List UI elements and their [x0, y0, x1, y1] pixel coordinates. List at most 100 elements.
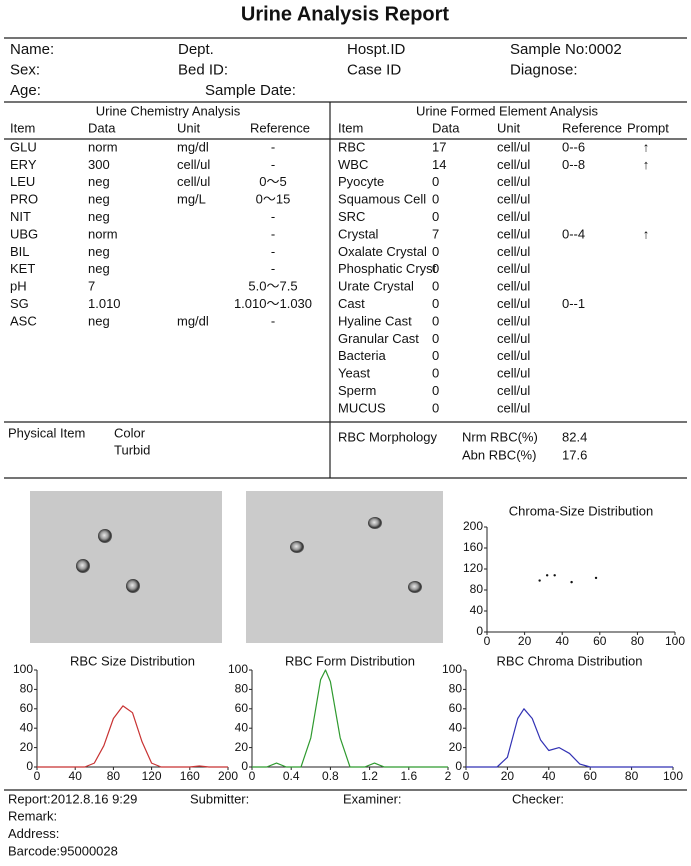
micro-image — [246, 491, 443, 643]
cell: neg — [88, 244, 110, 259]
y-tick-label: 40 — [449, 720, 463, 734]
cell: NIT — [10, 209, 31, 224]
x-tick-label: 100 — [663, 769, 683, 783]
column-header: Unit — [497, 120, 521, 135]
label: Physical Item — [8, 425, 85, 440]
cell: 0 — [432, 209, 439, 224]
x-tick-label: 0 — [249, 769, 256, 783]
header-field: Sample Date: — [205, 82, 296, 99]
label: RBC Morphology — [338, 429, 437, 444]
cell: neg — [88, 261, 110, 276]
cell: SRC — [338, 209, 365, 224]
cell: 0 — [432, 331, 439, 346]
curve — [37, 705, 228, 768]
cell: 0 — [432, 174, 439, 189]
x-tick-label: 120 — [142, 769, 162, 783]
cell: cell/ul — [497, 383, 530, 398]
cell: cell/ul — [497, 209, 530, 224]
cell: WBC — [338, 157, 368, 172]
point — [553, 574, 556, 577]
cell: ERY — [10, 157, 37, 172]
cell: cell/ul — [497, 348, 530, 363]
cell: pH — [10, 279, 27, 294]
micro-image — [30, 491, 222, 643]
cell: Hyaline Cast — [338, 313, 412, 328]
cell: Phosphatic Cryst — [338, 261, 437, 276]
x-tick-label: 40 — [542, 769, 556, 783]
cell: Squamous Cell — [338, 192, 426, 207]
cell: - — [271, 244, 275, 259]
x-tick-label: 160 — [180, 769, 200, 783]
cell: 1.010～1.030 — [234, 296, 312, 311]
cell: Cast — [338, 296, 365, 311]
cell: Granular Cast — [338, 331, 419, 346]
y-tick-label: 40 — [235, 720, 249, 734]
column-header: Reference — [250, 120, 310, 135]
y-tick-label: 200 — [463, 519, 483, 533]
cell: 17 — [432, 139, 446, 154]
x-tick-label: 20 — [518, 634, 532, 648]
x-tick-label: 80 — [107, 769, 121, 783]
column-header: Data — [432, 120, 460, 135]
x-tick-label: 0.4 — [283, 769, 300, 783]
column-header: Unit — [177, 120, 201, 135]
y-tick-label: 0 — [455, 759, 462, 773]
cell: 0 — [432, 296, 439, 311]
cell: mg/dl — [177, 313, 209, 328]
x-tick-label: 0 — [34, 769, 41, 783]
y-tick-label: 160 — [463, 540, 483, 554]
cell: 7 — [88, 279, 95, 294]
cell: LEU — [10, 174, 35, 189]
y-tick-label: 80 — [449, 682, 463, 696]
cell: ↑ — [643, 139, 650, 154]
cell: 0 — [432, 313, 439, 328]
cell: - — [271, 139, 275, 154]
y-tick-label: 20 — [235, 740, 249, 754]
cell: cell/ul — [177, 157, 210, 172]
x-tick-label: 1.6 — [400, 769, 417, 783]
y-tick-label: 0 — [26, 759, 33, 773]
header-field: Sample No:0002 — [510, 41, 622, 58]
cell: cell/ul — [497, 139, 530, 154]
y-tick-label: 80 — [470, 582, 484, 596]
x-tick-label: 0 — [484, 634, 491, 648]
y-tick-label: 0 — [241, 759, 248, 773]
cell: 0～15 — [256, 192, 291, 207]
cell: Bacteria — [338, 348, 386, 363]
cell: cell/ul — [497, 296, 530, 311]
cell: 0 — [432, 366, 439, 381]
cell: mg/L — [177, 192, 206, 207]
x-tick-label: 60 — [584, 769, 598, 783]
cell: Crystal — [338, 226, 379, 241]
cell: 0～5 — [259, 174, 286, 189]
y-tick-label: 40 — [470, 603, 484, 617]
cell: 0 — [432, 192, 439, 207]
column-header: Reference — [562, 120, 622, 135]
header-field: Age: — [10, 82, 41, 99]
point — [570, 580, 573, 584]
header-field: Bed ID: — [178, 61, 228, 78]
cell: 0 — [432, 348, 439, 363]
cell: cell/ul — [497, 313, 530, 328]
y-tick-label: 80 — [20, 682, 34, 696]
cell: neg — [88, 209, 110, 224]
column-header: Data — [88, 120, 116, 135]
cell: Abn RBC(%) — [462, 447, 536, 462]
cell: - — [271, 261, 275, 276]
column-header: Item — [10, 120, 35, 135]
y-tick-label: 40 — [20, 720, 34, 734]
footer-field: Checker: — [512, 791, 564, 806]
cell: SG — [10, 296, 29, 311]
x-tick-label: 1.2 — [361, 769, 378, 783]
cell: cell/ul — [497, 157, 530, 172]
y-tick-label: 100 — [442, 662, 462, 676]
footer-field: Barcode:95000028 — [8, 843, 118, 858]
cell: neg — [88, 174, 110, 189]
cell: 17.6 — [562, 447, 587, 462]
chart-title: RBC Size Distribution — [70, 653, 195, 668]
section-title: Urine Chemistry Analysis — [96, 103, 241, 118]
x-tick-label: 80 — [625, 769, 639, 783]
cell: 0 — [432, 261, 439, 276]
chart-title: RBC Chroma Distribution — [497, 653, 643, 668]
cell: - — [271, 226, 275, 241]
